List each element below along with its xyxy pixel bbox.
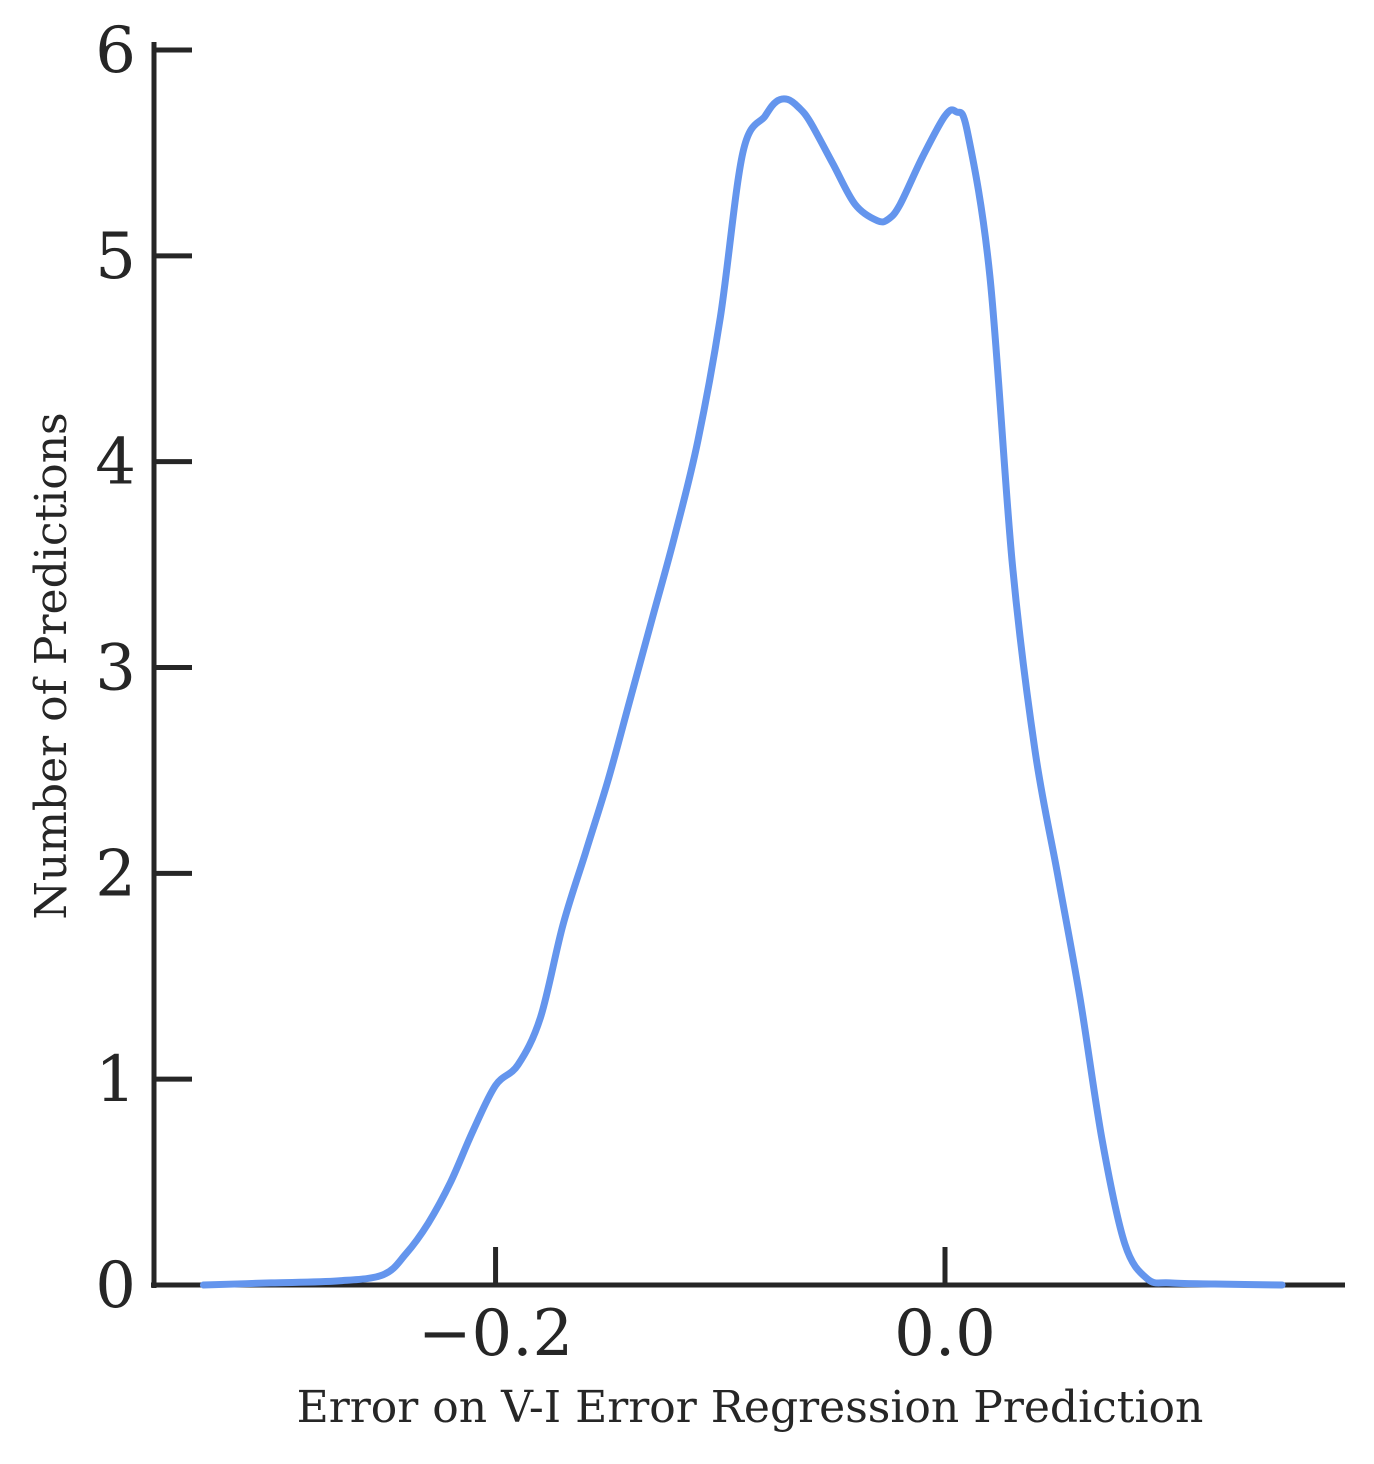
kde-density-line	[199, 95, 1286, 1289]
y-tick-label: 0	[95, 1249, 136, 1323]
y-tick-label: 2	[95, 837, 136, 911]
y-axis-label: Number of Predictions	[26, 412, 77, 919]
y-tick-label: 3	[95, 632, 136, 706]
y-tick-label: 4	[95, 426, 136, 500]
x-tick-label: 0.0	[894, 1297, 996, 1371]
x-axis: −0.2 0.0	[151, 1247, 1345, 1371]
y-tick-label: 1	[95, 1043, 136, 1117]
x-tick-label: −0.2	[418, 1297, 573, 1371]
y-tick-label: 6	[95, 14, 136, 88]
y-tick-label: 5	[95, 220, 136, 294]
series-group	[199, 95, 1286, 1289]
y-axis: 0 1 2 3 4 5 6	[95, 14, 192, 1323]
x-axis-label: Error on V-I Error Regression Prediction	[297, 1382, 1204, 1433]
